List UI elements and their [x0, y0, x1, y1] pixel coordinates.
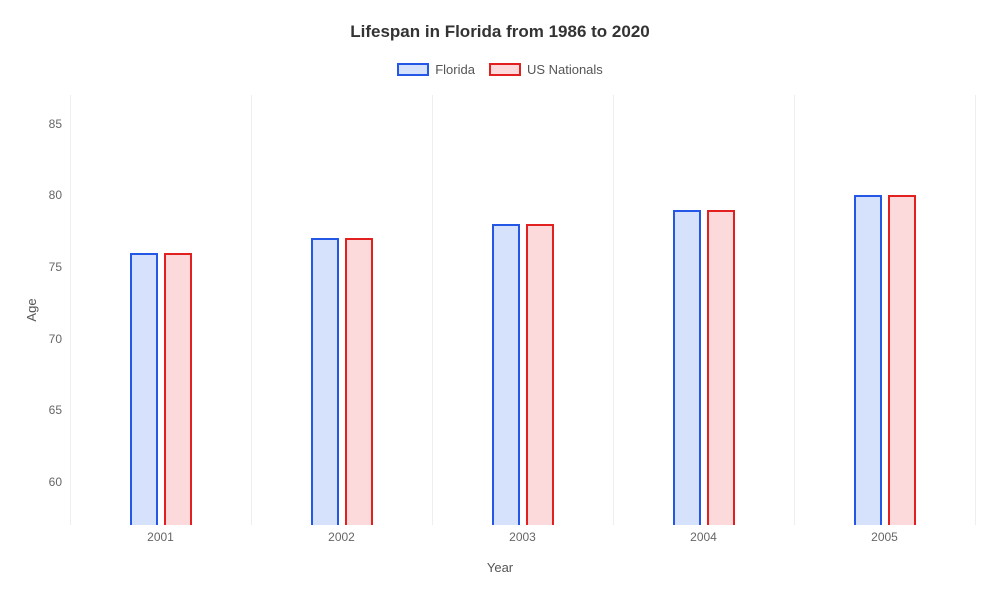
y-tick: 70: [49, 332, 62, 346]
bar-florida: [673, 210, 701, 525]
legend: Florida US Nationals: [0, 62, 1000, 77]
grid-vertical: [794, 95, 795, 525]
grid-vertical: [251, 95, 252, 525]
y-tick: 65: [49, 403, 62, 417]
bar-us-nationals: [526, 224, 554, 525]
bar-florida: [854, 195, 882, 525]
legend-item-florida: Florida: [397, 62, 475, 77]
y-tick: 80: [49, 188, 62, 202]
grid-vertical: [975, 95, 976, 525]
x-tick: 2002: [328, 530, 355, 544]
y-tick: 75: [49, 260, 62, 274]
bars-layer: [70, 95, 975, 525]
legend-label-florida: Florida: [435, 62, 475, 77]
bar-florida: [492, 224, 520, 525]
y-tick: 60: [49, 475, 62, 489]
plot-area: [70, 95, 975, 525]
y-axis-label: Age: [24, 298, 39, 321]
x-tick: 2003: [509, 530, 536, 544]
grid-vertical: [432, 95, 433, 525]
x-tick: 2005: [871, 530, 898, 544]
legend-swatch-us-nationals: [489, 63, 521, 76]
bar-us-nationals: [888, 195, 916, 525]
x-axis-label: Year: [0, 560, 1000, 575]
x-tick: 2001: [147, 530, 174, 544]
legend-label-us-nationals: US Nationals: [527, 62, 603, 77]
legend-item-us-nationals: US Nationals: [489, 62, 603, 77]
y-tick: 85: [49, 117, 62, 131]
x-tick: 2004: [690, 530, 717, 544]
grid-vertical: [70, 95, 71, 525]
bar-florida: [311, 238, 339, 525]
chart-container: Lifespan in Florida from 1986 to 2020 Fl…: [0, 0, 1000, 600]
bar-us-nationals: [707, 210, 735, 525]
legend-swatch-florida: [397, 63, 429, 76]
bar-us-nationals: [345, 238, 373, 525]
chart-title: Lifespan in Florida from 1986 to 2020: [0, 22, 1000, 42]
grid-vertical: [613, 95, 614, 525]
bar-florida: [130, 253, 158, 525]
bar-us-nationals: [164, 253, 192, 525]
